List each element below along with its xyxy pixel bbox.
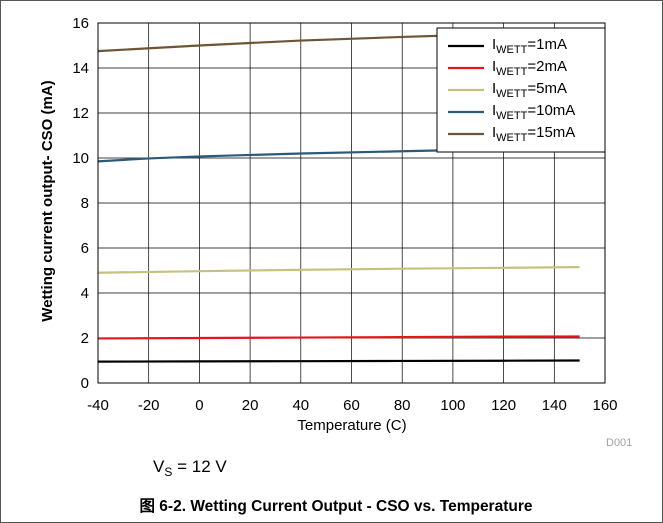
x-tick-label: 60 — [343, 397, 360, 414]
x-tick-label: 120 — [491, 397, 516, 414]
y-tick-label: 16 — [72, 15, 89, 32]
x-tick-label: -40 — [87, 397, 109, 414]
legend: IWETT=1mAIWETT=2mAIWETT=5mAIWETT=10mAIWE… — [436, 27, 606, 153]
series-lines — [97, 34, 580, 363]
supply-voltage-condition: VS = 12 V — [153, 457, 227, 479]
x-tick-label: 0 — [195, 397, 203, 414]
y-tick-labels: 0 2 4 6 8 10 12 14 16 — [72, 15, 89, 392]
figure-caption: 图 6-2. Wetting Current Output - CSO vs. … — [140, 497, 533, 515]
y-tick-label: 14 — [72, 60, 89, 77]
series-line — [97, 34, 453, 53]
condition-prefix: V — [153, 457, 165, 476]
condition-value: = 12 V — [172, 457, 227, 476]
x-tick-labels: -40 -20 0 20 40 60 80 100 120 140 160 — [87, 397, 617, 414]
legend-entry: IWETT=5mA — [492, 80, 567, 100]
x-tick-label: 100 — [440, 397, 465, 414]
y-tick-label: 6 — [81, 240, 89, 257]
series-line — [97, 359, 580, 363]
x-tick-label: 20 — [242, 397, 259, 414]
y-tick-label: 4 — [81, 285, 89, 302]
figure-code: D001 — [606, 437, 632, 449]
x-axis-label: Temperature (C) — [297, 417, 406, 434]
x-tick-label: 40 — [292, 397, 309, 414]
x-tick-label: 140 — [542, 397, 567, 414]
legend-entry: IWETT=15mA — [492, 124, 575, 144]
x-tick-label: -20 — [138, 397, 160, 414]
series-line — [97, 335, 580, 340]
y-tick-label: 2 — [81, 330, 89, 347]
series-line — [97, 149, 453, 163]
y-axis-label: Wetting current output- CSO (mA) — [39, 80, 56, 321]
y-tick-label: 8 — [81, 195, 89, 212]
y-tick-label: 12 — [72, 105, 89, 122]
x-tick-label: 160 — [592, 397, 617, 414]
legend-entry: IWETT=1mA — [492, 36, 567, 56]
condition-subscript: S — [164, 465, 172, 479]
plot-border — [97, 22, 606, 384]
y-tick-label: 0 — [81, 375, 89, 392]
series-line — [97, 266, 580, 274]
legend-entry: IWETT=2mA — [492, 58, 567, 78]
x-tick-label: 80 — [394, 397, 411, 414]
legend-entry: IWETT=10mA — [492, 102, 575, 122]
y-tick-label: 10 — [72, 150, 89, 167]
